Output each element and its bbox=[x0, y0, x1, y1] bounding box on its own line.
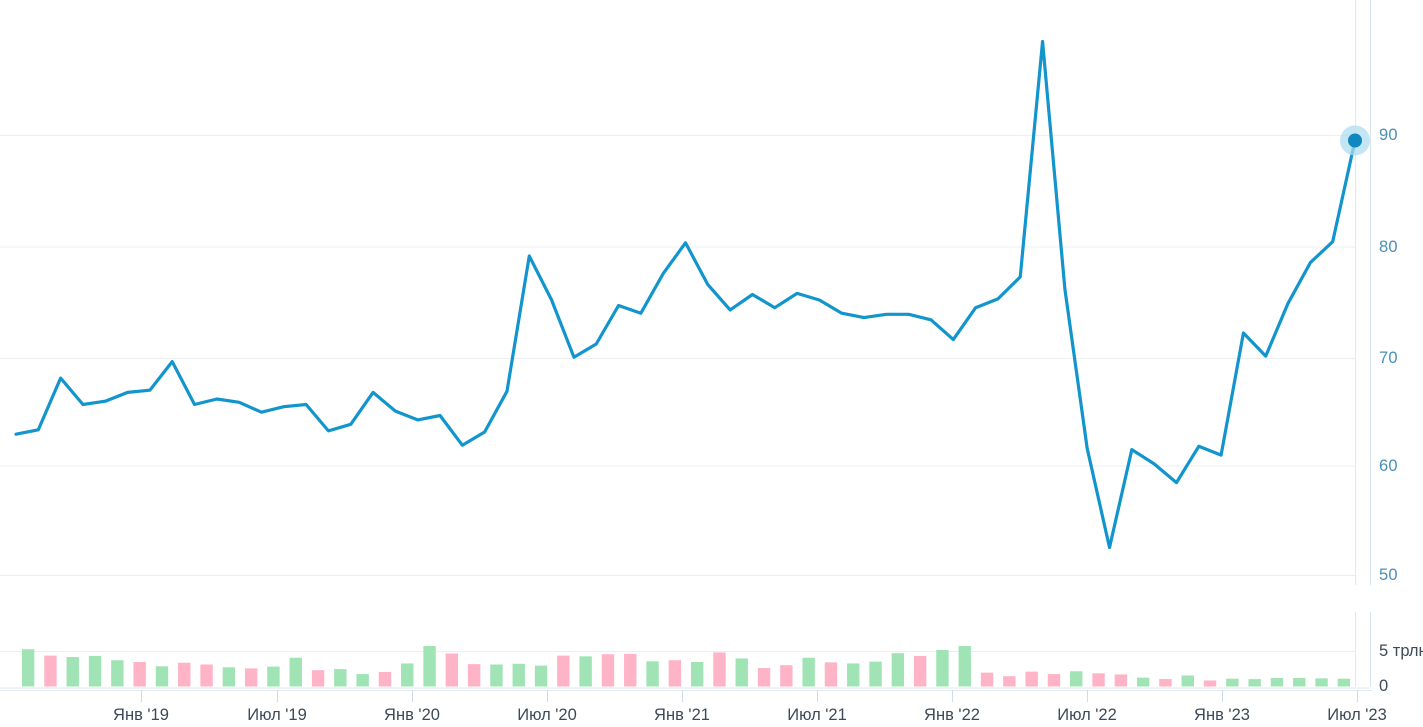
volume-bar[interactable] bbox=[133, 662, 146, 687]
volume-bar[interactable] bbox=[244, 668, 258, 687]
volume-bar[interactable] bbox=[668, 660, 682, 687]
volume-bar[interactable] bbox=[624, 653, 637, 687]
volume-zero-label: 0 bbox=[1379, 676, 1389, 695]
volume-bar[interactable] bbox=[467, 664, 481, 687]
volume-bar[interactable] bbox=[913, 655, 927, 687]
x-axis-rule bbox=[0, 690, 1372, 691]
volume-bar[interactable] bbox=[1025, 671, 1038, 687]
volume-bar[interactable] bbox=[378, 671, 392, 687]
volume-bar[interactable] bbox=[735, 658, 748, 687]
x-axis-tickmark bbox=[412, 690, 413, 702]
volume-bar[interactable] bbox=[1047, 674, 1061, 687]
volume-bar[interactable] bbox=[1248, 679, 1261, 687]
x-axis-tickmark bbox=[547, 690, 548, 702]
x-axis-tickmark bbox=[1222, 690, 1223, 702]
x-axis-tick-label: Июл '20 bbox=[517, 706, 577, 724]
volume-bar[interactable] bbox=[21, 649, 35, 687]
volume-bar[interactable] bbox=[334, 669, 347, 687]
price-y-tick-label: 70 bbox=[1379, 349, 1398, 367]
volume-bar[interactable] bbox=[936, 649, 949, 687]
volume-bar[interactable] bbox=[980, 672, 994, 687]
x-axis-tick-label: Июл '21 bbox=[787, 706, 847, 724]
volume-bar[interactable] bbox=[490, 664, 503, 687]
volume-bar[interactable] bbox=[111, 660, 124, 687]
price-y-tick-label: 60 bbox=[1379, 456, 1398, 475]
x-axis-tickmark bbox=[277, 690, 278, 702]
volume-plot-area[interactable] bbox=[0, 600, 1423, 727]
volume-bar[interactable] bbox=[601, 654, 615, 687]
volume-bar[interactable] bbox=[445, 653, 459, 687]
x-axis-tickmark bbox=[952, 690, 953, 702]
volume-bar[interactable] bbox=[1114, 674, 1128, 687]
volume-bar[interactable] bbox=[847, 663, 860, 687]
volume-bar[interactable] bbox=[757, 668, 771, 687]
volume-bar[interactable] bbox=[534, 665, 548, 687]
volume-bar[interactable] bbox=[891, 653, 905, 687]
volume-bar[interactable] bbox=[1181, 675, 1194, 687]
volume-bar[interactable] bbox=[44, 655, 57, 687]
x-axis-tickmark bbox=[682, 690, 683, 702]
volume-bar[interactable] bbox=[1337, 678, 1351, 687]
x-axis-tickmark bbox=[1087, 690, 1088, 702]
last-point-marker[interactable] bbox=[1348, 133, 1362, 148]
volume-bar[interactable] bbox=[713, 652, 726, 687]
x-axis-tickmark bbox=[1357, 690, 1358, 702]
volume-bar[interactable] bbox=[356, 674, 369, 687]
volume-bar[interactable] bbox=[1136, 677, 1150, 687]
price-y-tick-label: 90 bbox=[1379, 126, 1398, 144]
volume-bar[interactable] bbox=[178, 662, 191, 687]
volume-bar[interactable] bbox=[1003, 676, 1016, 687]
price-y-tick-label: 50 bbox=[1379, 566, 1398, 584]
x-axis-tick-label: Июл '22 bbox=[1057, 706, 1117, 724]
volume-bar[interactable] bbox=[512, 663, 525, 687]
price-series-line bbox=[14, 39, 1357, 550]
volume-bar[interactable] bbox=[155, 666, 169, 687]
volume-bar[interactable] bbox=[579, 656, 592, 687]
volume-bar[interactable] bbox=[311, 670, 325, 687]
volume-bar[interactable] bbox=[200, 664, 213, 687]
volume-bar[interactable] bbox=[88, 655, 102, 687]
x-axis-tick-label: Янв '22 bbox=[924, 706, 980, 724]
volume-bar[interactable] bbox=[1203, 680, 1217, 687]
volume-bar[interactable] bbox=[557, 655, 570, 687]
volume-bar[interactable] bbox=[646, 661, 659, 687]
volume-bar[interactable] bbox=[1315, 678, 1328, 687]
volume-bar[interactable] bbox=[1070, 671, 1083, 687]
volume-unit-label: 5 трлн bbox=[1379, 642, 1423, 660]
price-chart-panel[interactable]: 50 60 70 80 90 bbox=[0, 0, 1423, 592]
volume-bar[interactable] bbox=[1092, 673, 1105, 687]
price-plot-area[interactable] bbox=[0, 0, 1423, 592]
x-axis-tickmark bbox=[141, 690, 142, 702]
x-axis-tick-label: Янв '20 bbox=[384, 706, 440, 724]
volume-bar[interactable] bbox=[1270, 677, 1284, 687]
price-y-tick-label: 80 bbox=[1379, 237, 1398, 256]
volume-bar[interactable] bbox=[289, 657, 302, 687]
volume-bar[interactable] bbox=[1293, 677, 1306, 687]
x-axis-tick-label: Июл '23 bbox=[1327, 706, 1387, 724]
volume-bar[interactable] bbox=[1159, 679, 1172, 687]
volume-bar[interactable] bbox=[1226, 678, 1239, 687]
volume-bar[interactable] bbox=[780, 665, 793, 687]
volume-bar[interactable] bbox=[824, 662, 838, 687]
x-axis-tickmark bbox=[817, 690, 818, 702]
volume-bar[interactable] bbox=[690, 662, 704, 687]
x-axis-tick-label: Янв '19 bbox=[113, 706, 169, 724]
volume-bar[interactable] bbox=[869, 661, 882, 687]
x-axis-tick-label: Янв '21 bbox=[654, 706, 710, 724]
volume-bar[interactable] bbox=[222, 667, 236, 687]
volume-chart-panel[interactable]: 5 трлн 0 bbox=[0, 600, 1423, 727]
x-axis-tick-label: Янв '23 bbox=[1194, 706, 1250, 724]
volume-bar[interactable] bbox=[423, 646, 436, 687]
volume-bar[interactable] bbox=[802, 657, 815, 687]
x-axis-tick-label: Июл '19 bbox=[247, 706, 307, 724]
volume-bar[interactable] bbox=[401, 663, 414, 687]
volume-bar[interactable] bbox=[267, 666, 280, 687]
volume-bar[interactable] bbox=[66, 657, 79, 687]
volume-bar[interactable] bbox=[958, 646, 971, 687]
